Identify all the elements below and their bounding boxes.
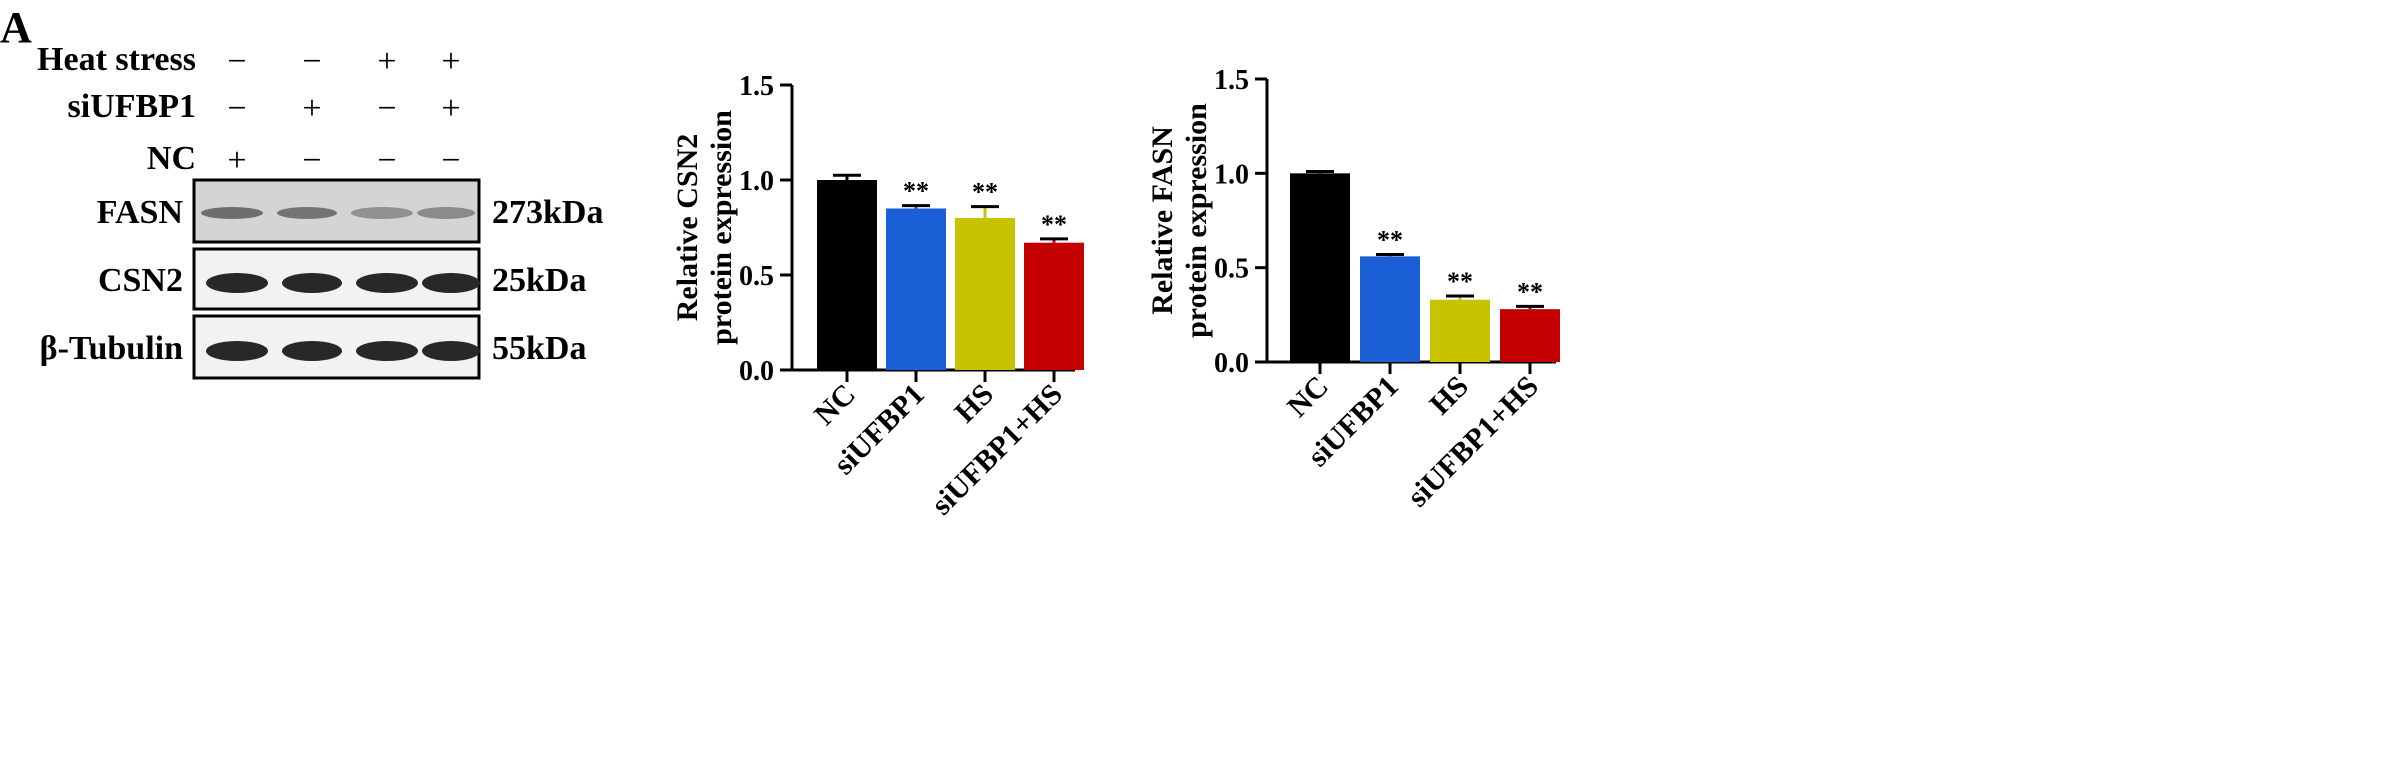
protein-band bbox=[356, 341, 418, 361]
condition-sign: − bbox=[377, 90, 396, 127]
protein-band bbox=[422, 273, 480, 293]
condition-label: Heat stress bbox=[37, 41, 196, 78]
condition-sign: − bbox=[227, 43, 246, 80]
y-axis-label-line: protein expression bbox=[705, 110, 738, 345]
y-tick-label: 1.5 bbox=[1214, 65, 1249, 96]
condition-label: NC bbox=[147, 140, 196, 177]
band-size-label: 55kDa bbox=[492, 330, 586, 367]
y-axis-label-line: Relative FASN bbox=[1146, 126, 1179, 315]
x-tick-label: HS bbox=[1423, 370, 1475, 422]
significance-label: ** bbox=[1447, 267, 1473, 296]
western-blot: Heat stress − − + +siUFBP1− + − +NC + − − −FASN 273k… bbox=[37, 41, 603, 380]
protein-band bbox=[206, 341, 268, 361]
bar bbox=[817, 180, 877, 370]
bar bbox=[1500, 309, 1560, 362]
protein-band bbox=[422, 341, 480, 361]
condition-sign: − bbox=[377, 142, 396, 179]
protein-band bbox=[356, 273, 418, 293]
bar bbox=[955, 218, 1015, 370]
protein-label: FASN bbox=[97, 194, 184, 231]
condition-sign: + bbox=[377, 43, 396, 80]
y-tick-label: 1.0 bbox=[739, 166, 774, 197]
significance-label: ** bbox=[1041, 210, 1067, 239]
condition-label: siUFBP1 bbox=[68, 88, 196, 125]
protein-band bbox=[282, 273, 342, 293]
y-axis-label: Relative CSN2protein expression bbox=[671, 110, 738, 345]
bar bbox=[1430, 299, 1490, 362]
bar bbox=[1360, 256, 1420, 362]
condition-sign: + bbox=[227, 142, 246, 179]
y-axis-label-line: protein expression bbox=[1180, 103, 1213, 338]
protein-label: CSN2 bbox=[98, 262, 183, 299]
protein-band bbox=[277, 207, 337, 219]
significance-label: ** bbox=[1517, 277, 1543, 306]
significance-label: ** bbox=[972, 178, 998, 207]
protein-band bbox=[417, 207, 475, 219]
bar bbox=[1024, 242, 1084, 370]
y-axis-label: Relative FASNprotein expression bbox=[1146, 103, 1213, 338]
x-tick-label: NC bbox=[808, 378, 862, 432]
band-size-label: 25kDa bbox=[492, 262, 586, 299]
condition-sign: − bbox=[302, 142, 321, 179]
band-size-label: 273kDa bbox=[492, 194, 603, 231]
significance-label: ** bbox=[903, 177, 929, 206]
condition-sign: − bbox=[302, 43, 321, 80]
x-tick-label: NC bbox=[1281, 370, 1335, 424]
condition-sign: + bbox=[441, 43, 460, 80]
protein-band bbox=[206, 273, 268, 293]
y-axis-label-line: Relative CSN2 bbox=[671, 134, 704, 321]
bar bbox=[1290, 173, 1350, 362]
protein-band bbox=[201, 207, 263, 219]
condition-sign: + bbox=[302, 90, 321, 127]
y-tick-label: 1.5 bbox=[739, 71, 774, 102]
y-tick-label: 0.5 bbox=[739, 261, 774, 292]
significance-label: ** bbox=[1377, 225, 1403, 254]
y-tick-label: 1.0 bbox=[1214, 159, 1249, 190]
y-tick-label: 0.0 bbox=[1214, 348, 1249, 379]
bar bbox=[886, 208, 946, 370]
x-tick-label: HS bbox=[948, 378, 1000, 430]
protein-band bbox=[282, 341, 342, 361]
panel-label: A bbox=[0, 3, 32, 52]
condition-sign: − bbox=[227, 90, 246, 127]
y-tick-label: 0.0 bbox=[739, 356, 774, 387]
protein-band bbox=[351, 207, 413, 219]
condition-sign: − bbox=[441, 142, 460, 179]
condition-sign: + bbox=[441, 90, 460, 127]
protein-label: β-Tubulin bbox=[40, 330, 183, 367]
y-tick-label: 0.5 bbox=[1214, 254, 1249, 285]
